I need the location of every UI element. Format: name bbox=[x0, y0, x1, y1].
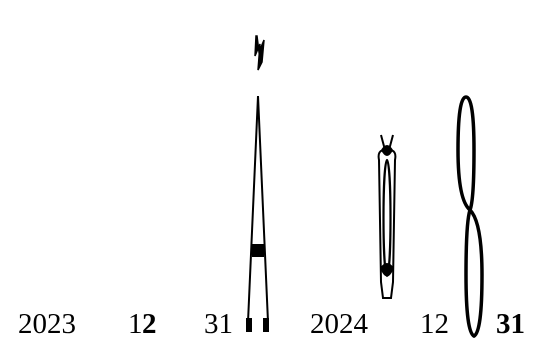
day-31-second: 31 bbox=[496, 308, 525, 340]
spike-foot-left bbox=[246, 318, 252, 332]
year-2023: 2023 bbox=[18, 308, 76, 340]
top-scribble-glyph bbox=[254, 35, 265, 71]
left-loop-glyph bbox=[377, 134, 397, 299]
year-2024: 2024 bbox=[310, 308, 368, 340]
right-loop-glyph bbox=[456, 95, 484, 338]
tall-spike-glyph bbox=[247, 95, 269, 323]
day-31-first: 31 bbox=[204, 308, 233, 340]
month-12-first-digit: 1 bbox=[128, 308, 143, 340]
spike-crossbar bbox=[252, 244, 264, 257]
spike-foot-right bbox=[263, 318, 269, 332]
month-12-second: 12 bbox=[420, 308, 449, 340]
month-12-second-digit: 2 bbox=[142, 308, 157, 340]
